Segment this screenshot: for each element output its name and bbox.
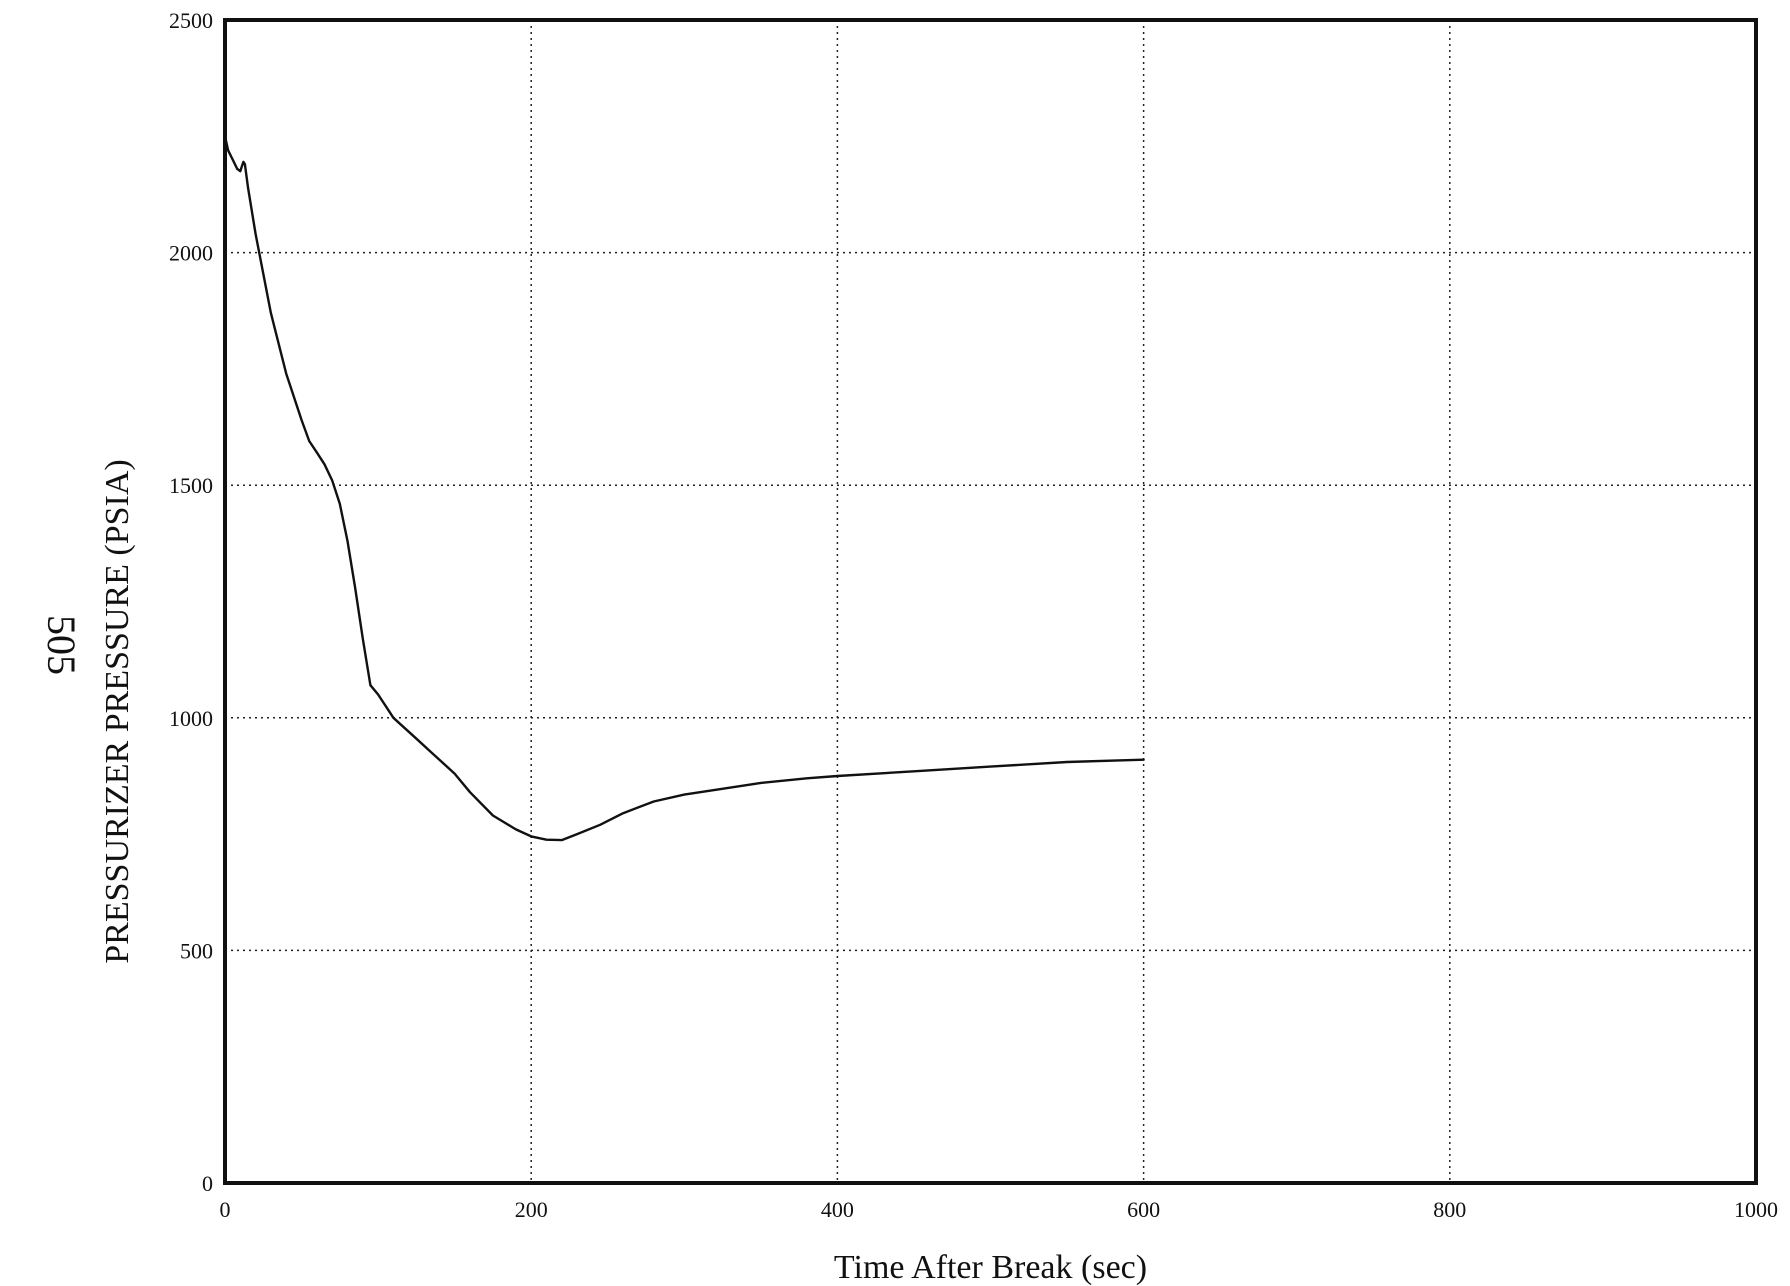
x-tick-label: 200 — [515, 1197, 548, 1222]
y-tick-label: 2500 — [169, 8, 213, 33]
y-tick-label: 0 — [202, 1171, 213, 1196]
x-axis-title: Time After Break (sec) — [834, 1249, 1147, 1286]
x-tick-label: 600 — [1127, 1197, 1160, 1222]
y-tick-label: 500 — [180, 938, 213, 963]
grid-lines — [225, 20, 1756, 1183]
x-tick-label: 800 — [1433, 1197, 1466, 1222]
pressure-series-line — [223, 135, 1145, 842]
y-tick-label: 2000 — [169, 241, 213, 266]
y-axis-title: PRESSURIZER PRESSURE (PSIA) — [99, 459, 136, 963]
y-tick-label: 1000 — [169, 706, 213, 731]
x-tick-label: 400 — [821, 1197, 854, 1222]
series-layer — [223, 135, 1145, 842]
x-tick-label: 1000 — [1734, 1197, 1778, 1222]
y-tick-label: 1500 — [169, 473, 213, 498]
x-tick-label: 0 — [220, 1197, 231, 1222]
plot-frame — [223, 18, 1758, 1185]
x-tick-labels: 0 200 400 600 800 1000 — [220, 1197, 1779, 1222]
page-mark: 505 — [39, 615, 84, 675]
y-tick-labels: 0 500 1000 1500 2000 2500 — [169, 8, 213, 1196]
